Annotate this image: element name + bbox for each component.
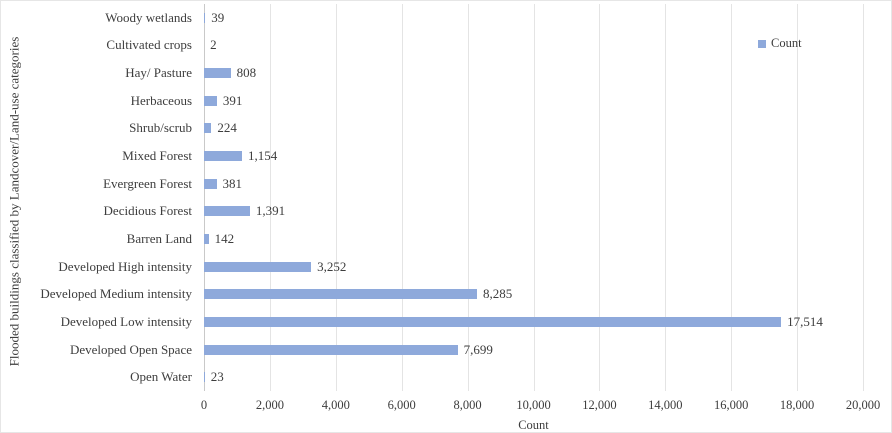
category-label: Decidious Forest (103, 203, 192, 219)
category-label: Open Water (130, 369, 192, 385)
bar-row: 391 (204, 87, 863, 115)
category-label: Developed Low intensity (60, 313, 192, 329)
value-axis-line (204, 4, 205, 391)
x-tick-label: 12,000 (582, 398, 617, 412)
bar-value-label: 39 (211, 9, 225, 25)
bar-value-label: 17,514 (787, 313, 823, 329)
gridline (863, 4, 864, 391)
bar (204, 68, 231, 79)
x-tick-label: 20,000 (845, 398, 881, 412)
category-label: Shrub/scrub (129, 120, 192, 136)
x-tick-label: 8,000 (453, 398, 482, 412)
bar (204, 12, 206, 23)
category-label: Developed Open Space (69, 341, 192, 357)
category-label: Hay/ Pasture (125, 65, 192, 81)
bar-row: 1,391 (204, 198, 863, 226)
category-axis-labels: Woody wetlands Cultivated crops Hay/ Pastu… (37, 4, 198, 391)
bar (204, 123, 212, 134)
bar-row: 3,252 (204, 253, 863, 281)
bar-value-label: 23 (210, 369, 224, 385)
y-axis-title: Flooded buildings classified by Landcove… (6, 36, 22, 367)
bar-row: 224 (204, 115, 863, 143)
category-label: Developed Medium intensity (40, 286, 192, 302)
gridline (401, 4, 403, 391)
bar-row: 142 (204, 225, 863, 253)
bar (204, 206, 250, 217)
bar (204, 372, 205, 383)
bar-value-label: 381 (222, 175, 243, 191)
bar-value-label: 7,699 (463, 341, 493, 357)
bar-value-label: 1,391 (255, 203, 286, 219)
gridline (533, 4, 535, 391)
bar-row: 23 (204, 363, 863, 391)
category-label: Mixed Forest (122, 148, 192, 164)
legend-swatch-icon (758, 39, 766, 48)
category-label: Evergreen Forest (103, 175, 192, 191)
bar-value-label: 224 (217, 120, 237, 136)
bar-row: 2 (204, 32, 863, 60)
category-label: Barren Land (126, 230, 192, 246)
category-label: Woody wetlands (105, 9, 192, 25)
bar (204, 95, 217, 106)
bar-row: 8,285 (204, 280, 863, 308)
bar-row: 39 (204, 4, 863, 32)
bar-value-label: 391 (222, 92, 243, 108)
bar (204, 316, 782, 327)
x-tick-label: 4,000 (321, 398, 350, 412)
x-tick-label: 14,000 (648, 398, 683, 412)
legend: Count (758, 36, 802, 51)
bar (204, 261, 312, 272)
bar-row: 7,699 (204, 336, 863, 364)
category-label: Developed High intensity (58, 258, 192, 274)
gridline (665, 4, 667, 391)
bar (204, 178, 217, 189)
gridline (335, 4, 337, 391)
gridline (269, 4, 271, 391)
bar-row: 808 (204, 59, 863, 87)
x-tick-label: 2,000 (255, 398, 284, 412)
bar-value-label: 142 (214, 230, 235, 246)
x-axis-title: Count (518, 418, 549, 432)
bar-value-label: 808 (236, 65, 257, 81)
gridline (797, 4, 799, 391)
bar-value-label: 1,154 (248, 148, 278, 164)
x-tick-label: 10,000 (516, 398, 551, 412)
x-tick-label: 0 (200, 398, 208, 412)
bar (204, 151, 243, 162)
bar-value-label: 3,252 (317, 258, 347, 274)
bar (204, 233, 209, 244)
bar-row: 1,154 (204, 142, 863, 170)
gridline (731, 4, 733, 391)
x-tick-label: 6,000 (387, 398, 416, 412)
category-label: Cultivated crops (106, 37, 192, 53)
plot-area: 39 2 808 391 224 1,154 381 1,391 142 3,252 8,285 17… (204, 4, 864, 391)
x-tick-label: 18,000 (779, 398, 815, 412)
bar (204, 289, 477, 300)
bar-row: 17,514 (204, 308, 863, 336)
x-axis-tick-labels: 0 2,000 4,000 6,000 8,000 10,000 12,000 14,000 1… (200, 398, 880, 416)
bar-value-label: 8,285 (482, 286, 513, 302)
category-label: Herbaceous (130, 92, 192, 108)
x-tick-label: 16,000 (714, 398, 749, 412)
bar-value-label: 2 (210, 37, 217, 53)
bar (204, 344, 458, 355)
bar-row: 381 (204, 170, 863, 198)
gridline (467, 4, 469, 391)
legend-label: Count (771, 36, 802, 50)
gridline (599, 4, 601, 391)
